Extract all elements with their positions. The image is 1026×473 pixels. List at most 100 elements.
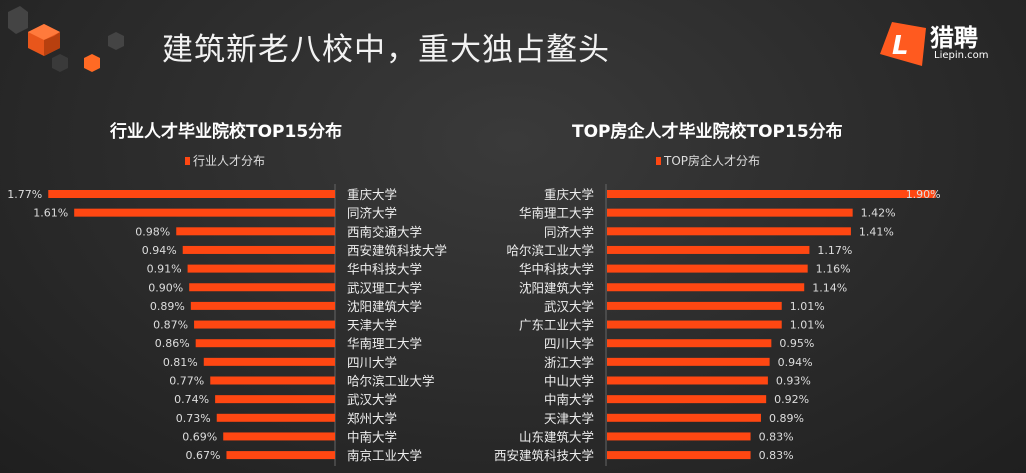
bar	[607, 245, 810, 254]
data-label: 1.14%	[812, 281, 847, 294]
bar	[216, 413, 335, 422]
page-title: 建筑新老八校中，重大独占鳌头	[162, 32, 610, 68]
category-label: 山东建筑大学	[519, 429, 594, 444]
category-label: 沈阳建筑大学	[347, 299, 422, 314]
category-label: 华南理工大学	[519, 206, 594, 221]
bar	[607, 451, 751, 460]
bar	[48, 190, 335, 198]
data-label: 0.83%	[759, 430, 794, 443]
data-label: 0.95%	[779, 337, 814, 350]
data-label: 1.01%	[790, 319, 825, 332]
data-label: 0.92%	[774, 393, 809, 406]
bar	[189, 283, 335, 292]
bar	[215, 395, 335, 404]
bar	[182, 245, 335, 254]
data-label: 1.16%	[816, 263, 851, 276]
category-label: 广东工业大学	[519, 318, 594, 333]
category-label: 天津大学	[347, 318, 397, 333]
category-label: 武汉大学	[347, 392, 397, 407]
bar	[607, 432, 751, 441]
bar	[607, 357, 770, 366]
category-label: 西安建筑科技大学	[347, 243, 447, 258]
category-label: 哈尔滨工业大学	[347, 374, 435, 389]
category-label: 沈阳建筑大学	[519, 280, 594, 295]
data-label: 0.91%	[147, 263, 182, 276]
data-label: 0.89%	[769, 412, 804, 425]
legend-label: TOP房企人才分布	[664, 154, 761, 168]
bar	[607, 301, 782, 310]
bar	[607, 395, 767, 404]
bar	[210, 376, 335, 385]
bar	[607, 376, 768, 385]
data-label: 1.42%	[861, 207, 896, 220]
bar	[607, 190, 936, 198]
category-label: 西安建筑科技大学	[494, 448, 594, 463]
category-label: 四川大学	[347, 355, 397, 370]
svg-text:L: L	[892, 31, 909, 61]
bar	[607, 208, 853, 217]
category-label: 华中科技大学	[347, 262, 422, 277]
category-label: 华中科技大学	[519, 262, 594, 277]
data-label: 0.74%	[174, 393, 209, 406]
category-label: 华南理工大学	[347, 336, 422, 351]
bar	[74, 208, 336, 217]
data-label: 0.69%	[182, 430, 217, 443]
category-label: 中南大学	[544, 392, 594, 407]
legend-swatch	[185, 156, 190, 165]
bar	[195, 339, 335, 348]
bar	[607, 227, 851, 236]
bar	[187, 264, 335, 273]
category-label: 重庆大学	[544, 187, 594, 202]
data-label: 1.61%	[33, 207, 68, 220]
data-label: 1.77%	[7, 188, 42, 201]
logo-l-icon: L	[880, 22, 926, 66]
data-label: 0.77%	[169, 375, 204, 388]
category-label: 武汉大学	[544, 299, 594, 314]
bar	[226, 451, 335, 460]
bar	[223, 432, 335, 441]
data-label: 0.89%	[150, 300, 185, 313]
bar	[607, 413, 761, 422]
category-label: 四川大学	[544, 336, 594, 351]
data-label: 1.90%	[906, 188, 941, 201]
legend-swatch	[656, 156, 661, 165]
bar	[607, 320, 782, 329]
data-label: 1.17%	[817, 244, 852, 257]
left-chart-title: 行业人才毕业院校TOP15分布	[110, 122, 343, 142]
category-label: 重庆大学	[347, 187, 397, 202]
data-label: 0.86%	[155, 337, 190, 350]
bar	[607, 339, 772, 348]
data-label: 0.81%	[163, 356, 198, 369]
right-chart-title: TOP房企人才毕业院校TOP15分布	[572, 122, 843, 142]
data-label: 0.83%	[759, 449, 794, 462]
data-label: 0.87%	[153, 319, 188, 332]
liepin-logo: L 猎聘 Liepin.com	[878, 18, 1018, 68]
category-label: 郑州大学	[347, 411, 397, 426]
data-label: 0.98%	[135, 225, 170, 238]
decorative-cubes	[8, 6, 124, 72]
category-label: 天津大学	[544, 411, 594, 426]
logo-name: 猎聘	[930, 24, 978, 52]
logo-sub: Liepin.com	[934, 50, 989, 61]
bar	[190, 301, 335, 310]
category-label: 武汉理工大学	[347, 280, 422, 295]
data-label: 1.41%	[859, 225, 894, 238]
data-label: 0.90%	[148, 281, 183, 294]
bar	[194, 320, 335, 329]
category-label: 同济大学	[347, 206, 397, 221]
bar	[203, 357, 335, 366]
category-label: 哈尔滨工业大学	[506, 243, 594, 258]
data-label: 0.93%	[776, 375, 811, 388]
category-label: 中山大学	[544, 374, 594, 389]
data-label: 0.67%	[186, 449, 221, 462]
bar	[607, 264, 808, 273]
data-label: 0.73%	[176, 412, 211, 425]
data-label: 0.94%	[142, 244, 177, 257]
bar	[607, 283, 805, 292]
category-label: 浙江大学	[544, 355, 594, 370]
right-legend: TOP房企人才分布	[656, 152, 760, 169]
category-label: 同济大学	[544, 224, 594, 239]
category-label: 西南交通大学	[347, 224, 422, 239]
data-label: 1.01%	[790, 300, 825, 313]
